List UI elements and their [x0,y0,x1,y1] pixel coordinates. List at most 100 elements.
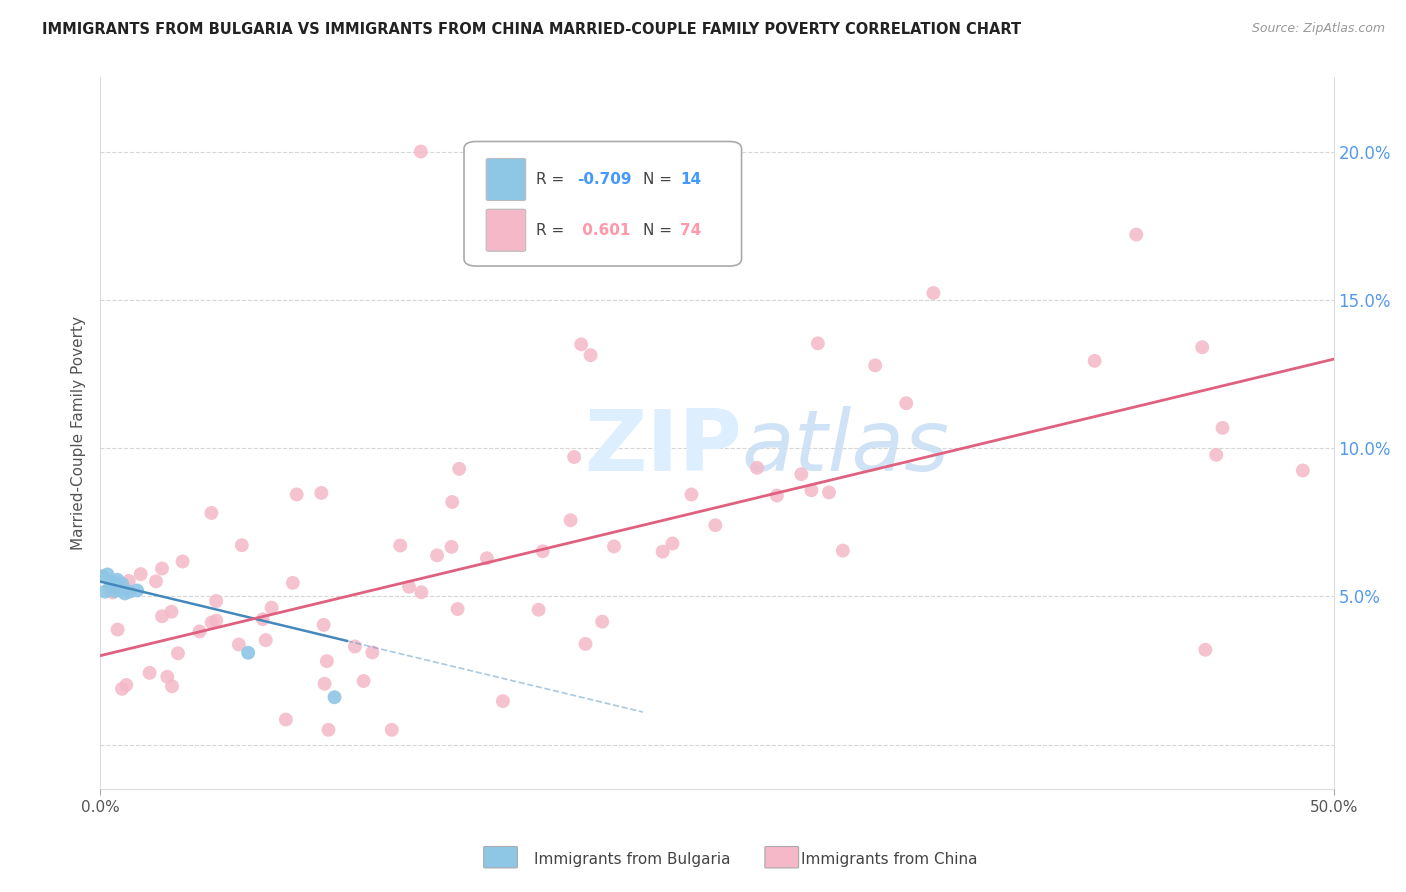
Point [274,713,297,727]
Y-axis label: Married-Couple Family Poverty: Married-Couple Family Poverty [72,317,86,550]
Point [441,495,464,509]
Point [1191,340,1213,354]
Point [1125,227,1147,242]
Text: ZIP: ZIP [583,406,741,489]
Point [1292,463,1315,477]
Point [118,584,141,599]
Text: Source: ZipAtlas.com: Source: ZipAtlas.com [1251,22,1385,36]
Point [389,539,412,553]
Point [104,584,127,599]
Point [96,567,118,582]
Point [790,467,813,482]
FancyBboxPatch shape [765,847,799,868]
Point [651,544,673,558]
Point [105,573,128,587]
Point [160,605,183,619]
Point [475,551,498,566]
FancyBboxPatch shape [486,210,526,252]
Point [94,584,117,599]
Point [398,580,420,594]
Point [446,602,468,616]
Point [111,577,134,591]
Point [531,544,554,558]
Point [922,285,945,300]
Point [569,337,592,351]
Point [107,623,129,637]
Point [115,678,138,692]
Point [831,543,853,558]
Point [127,583,149,598]
Text: -0.709: -0.709 [578,172,633,187]
Point [201,615,224,630]
Point [560,513,582,527]
Text: R =: R = [536,223,568,238]
Point [281,575,304,590]
Point [172,554,194,568]
Point [145,574,167,589]
Point [449,462,471,476]
Point [101,574,124,589]
Point [315,654,337,668]
FancyBboxPatch shape [484,847,517,868]
Point [129,567,152,582]
Text: atlas: atlas [741,406,949,489]
Point [254,633,277,648]
Point [188,624,211,639]
Point [603,540,626,554]
Point [381,723,404,737]
Point [863,359,886,373]
Point [156,670,179,684]
Point [818,485,841,500]
Point [205,614,228,628]
Point [661,536,683,550]
Point [631,234,654,248]
Point [167,646,190,660]
Point [150,609,173,624]
Point [200,506,222,520]
FancyBboxPatch shape [464,142,741,266]
Point [574,637,596,651]
Point [492,694,515,708]
Point [440,540,463,554]
Point [807,336,830,351]
Point [231,538,253,552]
Text: 14: 14 [681,172,702,187]
Text: Immigrants from Bulgaria: Immigrants from Bulgaria [534,853,731,867]
Point [101,585,124,599]
Point [260,600,283,615]
Point [108,582,131,597]
Text: N =: N = [643,172,676,187]
Text: N =: N = [643,223,676,238]
Point [1205,448,1227,462]
Point [285,487,308,501]
Point [318,723,340,737]
Text: 0.601: 0.601 [578,223,631,238]
Point [228,638,250,652]
Point [562,450,585,464]
Point [138,665,160,680]
Point [766,489,789,503]
Point [205,594,228,608]
Point [409,145,432,159]
Point [343,640,366,654]
Point [745,460,768,475]
Point [236,646,259,660]
Text: R =: R = [536,172,568,187]
Point [314,677,336,691]
Text: 74: 74 [681,223,702,238]
Point [426,549,449,563]
Point [160,679,183,693]
Point [150,561,173,575]
Point [1194,642,1216,657]
Point [91,569,114,583]
Point [311,486,333,500]
Text: Immigrants from China: Immigrants from China [801,853,979,867]
Point [1084,354,1107,368]
Point [312,618,335,632]
Point [111,681,134,696]
Point [98,580,121,594]
Point [704,518,727,533]
Point [896,396,918,410]
Point [800,483,823,498]
Point [591,615,613,629]
